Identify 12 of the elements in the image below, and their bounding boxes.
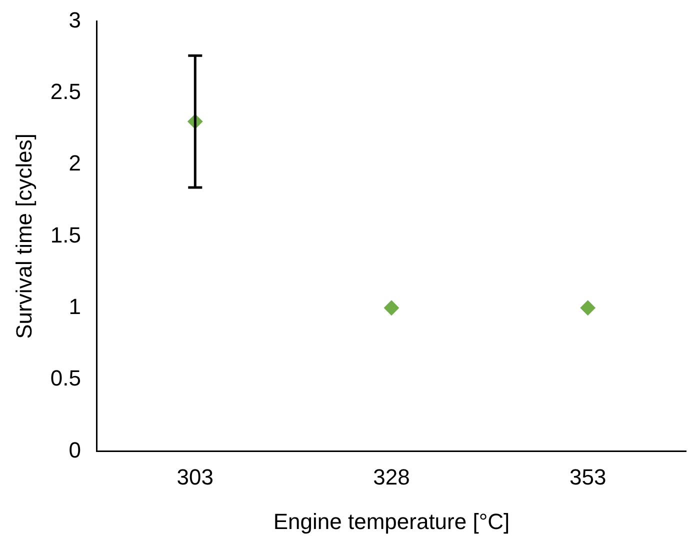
- y-tick-label: 3: [68, 7, 81, 32]
- x-tick-label: 303: [176, 464, 214, 490]
- y-tick-label: 2: [68, 150, 81, 176]
- y-tick-label: 1: [68, 294, 81, 319]
- y-tick-label: 1.5: [50, 222, 81, 248]
- y-tick-label: 0.5: [50, 366, 81, 391]
- y-tick-label: 0: [68, 437, 81, 462]
- x-tick-label: 353: [569, 464, 606, 490]
- y-tick-label: 2.5: [50, 78, 81, 104]
- x-tick-label: 328: [373, 464, 410, 490]
- y-axis-title: Survival time [cycles]: [11, 134, 36, 339]
- x-axis-title: Engine temperature [°C]: [273, 508, 510, 534]
